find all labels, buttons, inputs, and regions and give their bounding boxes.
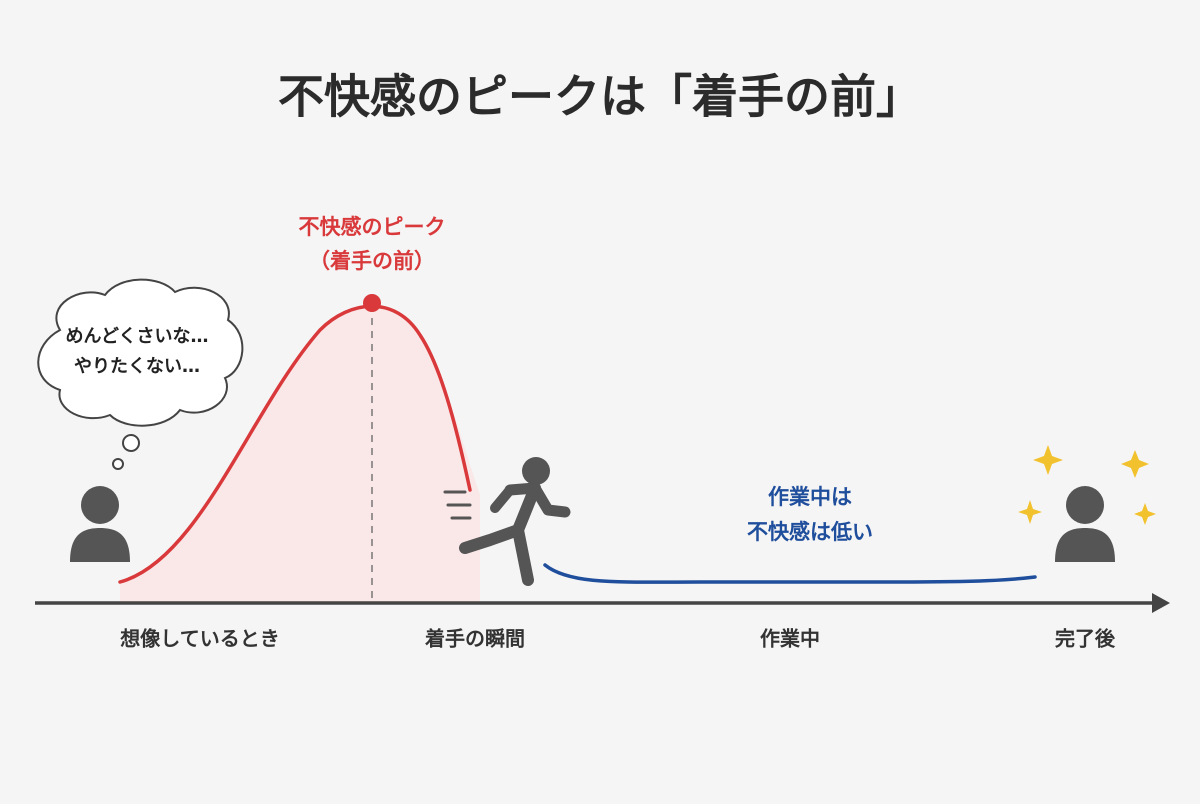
peak-label: 不快感のピーク bbox=[299, 215, 446, 239]
sparkles bbox=[1018, 445, 1156, 525]
person-icon bbox=[70, 486, 130, 562]
thought-text: めんどくさいな… bbox=[66, 326, 209, 347]
stage-label: 作業中 bbox=[760, 627, 820, 651]
title: 不快感のピークは「着手の前」 bbox=[278, 70, 922, 124]
thought-dot bbox=[122, 434, 140, 452]
stage-label: 完了後 bbox=[1054, 627, 1116, 651]
discomfort-curve bbox=[118, 304, 472, 584]
runner-icon bbox=[443, 457, 571, 586]
axis-arrow bbox=[1152, 593, 1170, 613]
peak-point bbox=[363, 294, 381, 312]
low-label: 不快感は低い bbox=[747, 520, 873, 544]
low-curve bbox=[543, 563, 1037, 584]
low-label: 作業中は bbox=[768, 485, 852, 509]
person-icon bbox=[1055, 486, 1115, 562]
discomfort-area bbox=[120, 306, 480, 603]
peak-label: （着手の前） bbox=[309, 249, 435, 273]
thought-text: やりたくない… bbox=[74, 356, 200, 377]
thought-cloud bbox=[37, 278, 244, 427]
stage-label: 想像しているとき bbox=[120, 627, 279, 651]
stage-label: 着手の瞬間 bbox=[425, 627, 525, 651]
thought-dot bbox=[112, 458, 124, 470]
